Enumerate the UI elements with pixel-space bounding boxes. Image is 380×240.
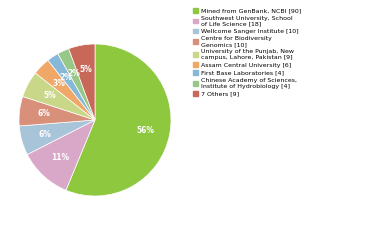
Text: 3%: 3% [52, 79, 65, 88]
Text: 5%: 5% [43, 91, 56, 100]
Wedge shape [69, 44, 95, 120]
Wedge shape [19, 120, 95, 155]
Wedge shape [35, 60, 95, 120]
Text: 6%: 6% [39, 130, 52, 138]
Wedge shape [19, 96, 95, 126]
Wedge shape [58, 49, 95, 120]
Text: 5%: 5% [79, 65, 92, 74]
Text: 56%: 56% [137, 126, 155, 135]
Wedge shape [27, 120, 95, 190]
Text: 2%: 2% [67, 69, 80, 78]
Text: 6%: 6% [37, 109, 50, 118]
Wedge shape [66, 44, 171, 196]
Wedge shape [48, 54, 95, 120]
Text: 11%: 11% [51, 153, 69, 162]
Text: 2%: 2% [60, 72, 73, 82]
Wedge shape [23, 73, 95, 120]
Legend: Mined from GenBank, NCBI [90], Southwest University, School
of Life Science [18]: Mined from GenBank, NCBI [90], Southwest… [193, 8, 301, 96]
